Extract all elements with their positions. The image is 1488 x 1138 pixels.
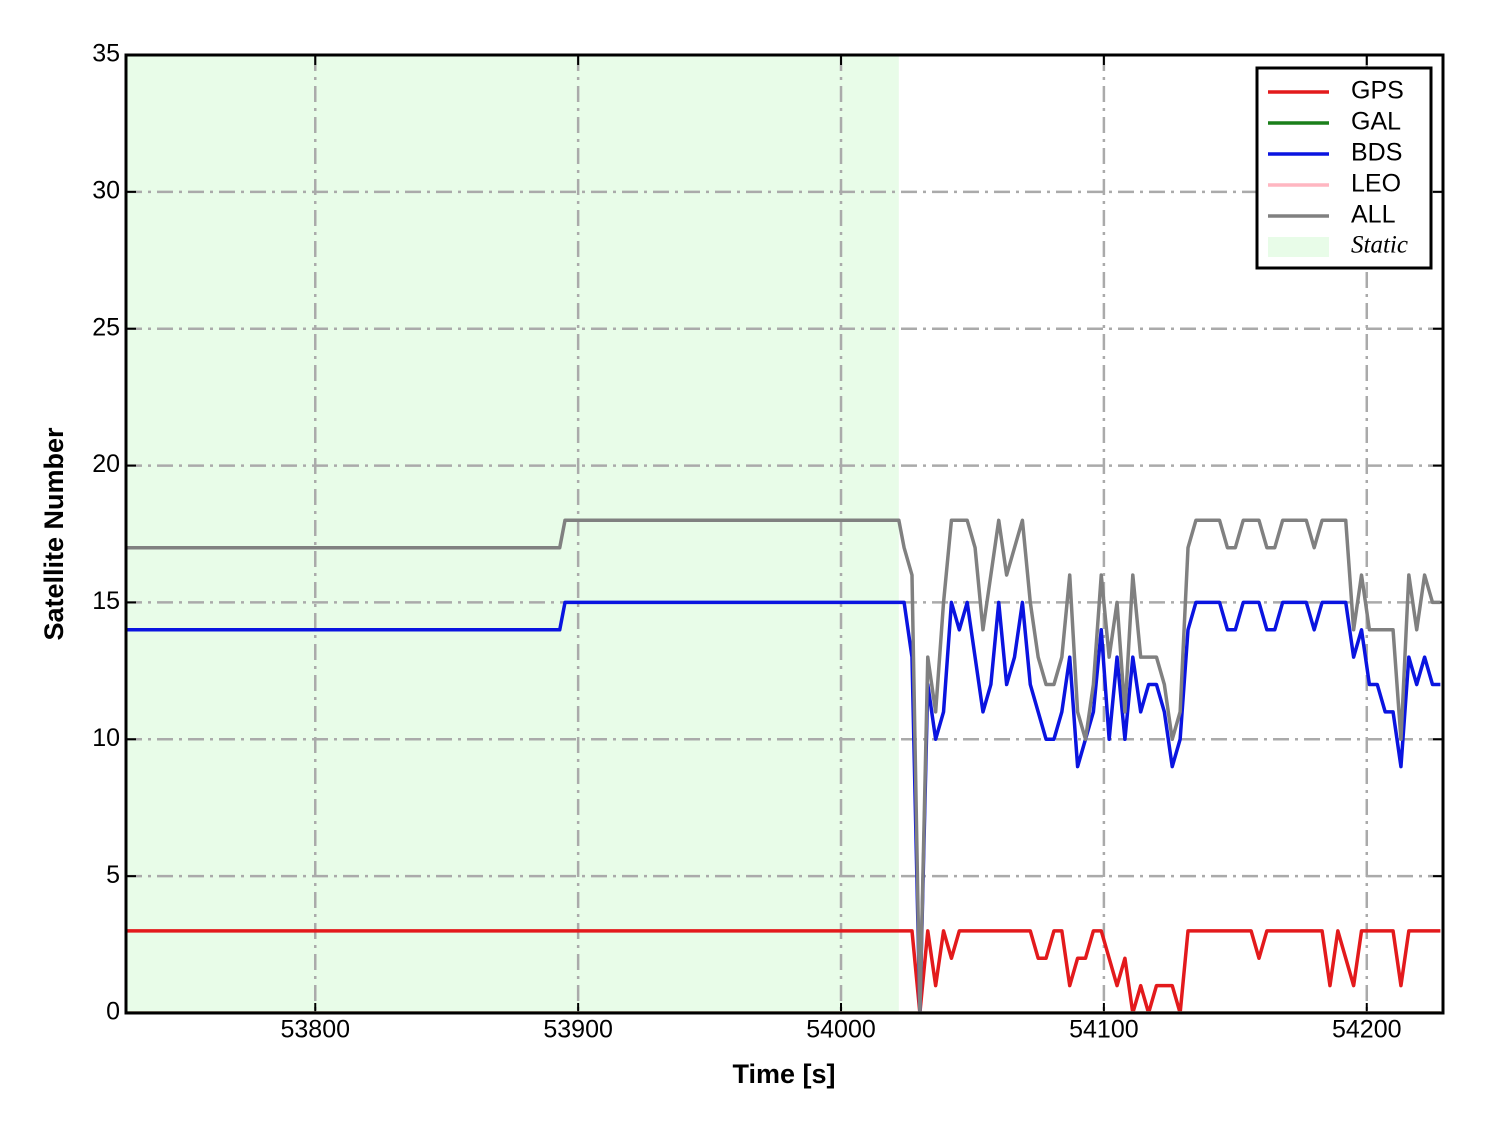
x-tick-label: 54000 [806, 1016, 876, 1044]
y-tick-label: 35 [92, 40, 120, 68]
y-tick-label: 5 [106, 861, 120, 889]
legend-label: BDS [1351, 139, 1402, 167]
y-tick-label: 15 [92, 587, 120, 615]
x-tick-label: 53900 [543, 1016, 613, 1044]
y-tick-label: 30 [92, 176, 120, 204]
legend-label: ALL [1351, 201, 1396, 229]
legend-box [1255, 66, 1433, 270]
series-line [126, 929, 1441, 1013]
x-tick-label: 53800 [281, 1016, 351, 1044]
series-line [126, 518, 1441, 1013]
y-tick-label: 0 [106, 998, 120, 1026]
y-tick-label: 20 [92, 450, 120, 478]
y-axis-label: Satellite Number [39, 427, 69, 641]
legend-label: GAL [1351, 108, 1401, 136]
legend-label: LEO [1351, 170, 1401, 198]
plot-frame [124, 53, 1445, 1015]
y-tick-label: 10 [92, 724, 120, 752]
legend-swatch [1268, 237, 1329, 257]
legend-label: Static [1351, 232, 1408, 259]
legend-label: GPS [1351, 77, 1404, 105]
x-tick-label: 54100 [1069, 1016, 1139, 1044]
x-tick-label: 54200 [1332, 1016, 1402, 1044]
series-line [126, 600, 1441, 1013]
shaded-region [126, 55, 899, 1013]
y-tick-label: 25 [92, 313, 120, 341]
x-axis-label: Time [s] [732, 1059, 835, 1089]
